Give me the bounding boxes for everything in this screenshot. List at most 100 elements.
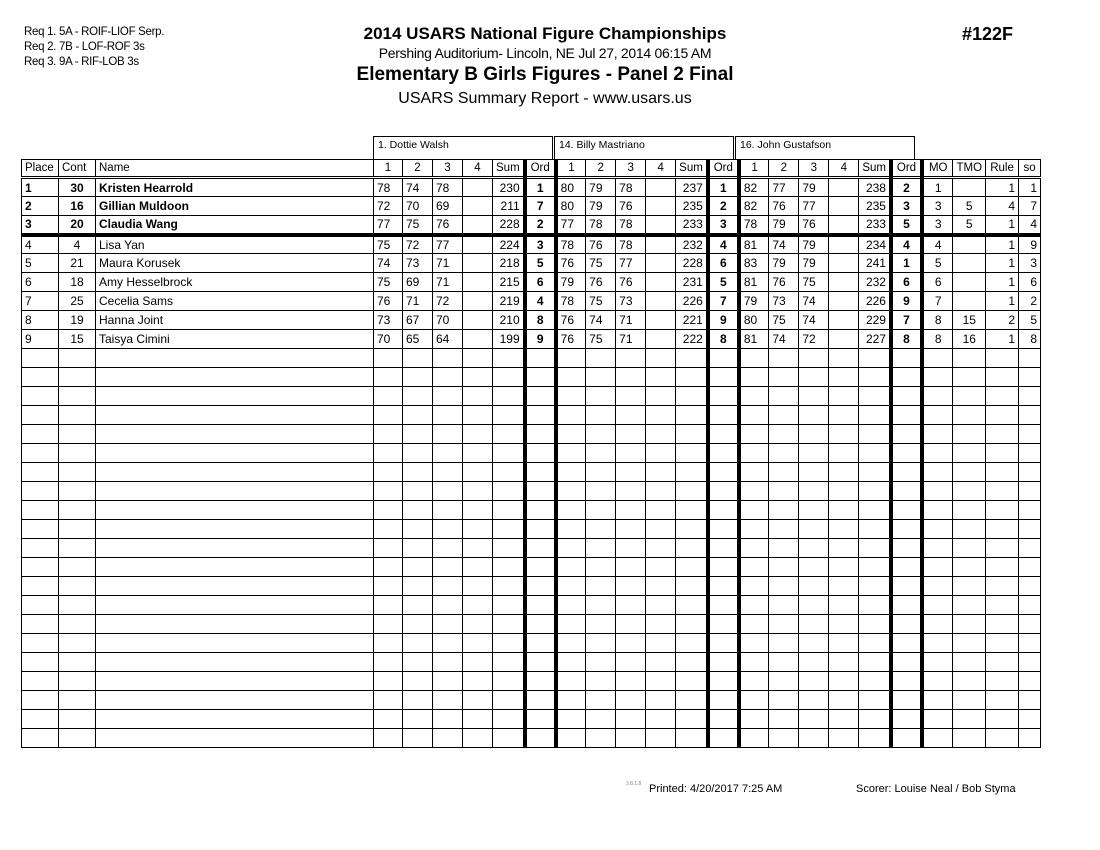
sum-cell: [491, 367, 527, 387]
ord-cell: 9: [524, 329, 558, 349]
score-cell: [585, 405, 617, 425]
score-cell: [585, 367, 617, 387]
ord-cell: [524, 671, 558, 691]
score-cell: 76: [585, 272, 617, 292]
ord-cell: [707, 557, 741, 577]
score-cell: [432, 709, 463, 729]
rule-cell: [985, 500, 1020, 520]
score-cell: [555, 405, 587, 425]
cont-cell: 20: [58, 215, 96, 237]
cont-cell: [58, 614, 96, 634]
so-cell: [1018, 728, 1042, 748]
header-judge1-col5: Ord: [524, 159, 558, 179]
sum-cell: 219: [491, 291, 527, 311]
name-cell: [95, 690, 374, 710]
ord-cell: [524, 481, 558, 501]
score-cell: [615, 405, 647, 425]
so-cell: 7: [1018, 196, 1042, 216]
ord-cell: 8: [707, 329, 741, 349]
score-cell: [555, 462, 587, 482]
cont-cell: 4: [58, 234, 96, 254]
ord-cell: 4: [890, 234, 924, 254]
ord-cell: [524, 424, 558, 444]
score-cell: 65: [402, 329, 433, 349]
sum-cell: [491, 690, 527, 710]
rule-cell: 1: [985, 234, 1020, 254]
score-cell: [645, 576, 677, 596]
tmo-cell: [952, 177, 987, 197]
tmo-cell: [952, 443, 987, 463]
sum-cell: 235: [675, 196, 710, 216]
place-cell: [21, 671, 59, 691]
rule-cell: [985, 481, 1020, 501]
score-cell: [555, 595, 587, 615]
so-cell: [1018, 709, 1042, 729]
name-cell: Hanna Joint: [95, 310, 374, 330]
judge-headers: 1. Dottie Walsh 14. Billy Mastriano 16. …: [373, 136, 916, 160]
ord-cell: [707, 728, 741, 748]
name-cell: [95, 633, 374, 653]
score-cell: [432, 462, 463, 482]
score-cell: [738, 367, 770, 387]
score-cell: 79: [798, 177, 830, 197]
score-cell: [738, 633, 770, 653]
score-cell: [798, 614, 830, 634]
score-cell: [373, 557, 403, 577]
ord-cell: 7: [707, 291, 741, 311]
score-cell: 79: [585, 177, 617, 197]
sum-cell: 238: [858, 177, 893, 197]
score-cell: [462, 367, 493, 387]
sum-cell: [675, 728, 710, 748]
name-cell: Lisa Yan: [95, 234, 374, 254]
sum-cell: 233: [675, 215, 710, 237]
sum-cell: [675, 386, 710, 406]
ord-cell: [707, 462, 741, 482]
score-cell: 78: [555, 291, 587, 311]
score-cell: [462, 671, 493, 691]
sum-cell: 237: [675, 177, 710, 197]
name-cell: [95, 462, 374, 482]
score-cell: 79: [738, 291, 770, 311]
so-cell: [1018, 538, 1042, 558]
ord-cell: 6: [890, 272, 924, 292]
name-cell: [95, 405, 374, 425]
sum-cell: 232: [858, 272, 893, 292]
place-cell: [21, 538, 59, 558]
ord-cell: [524, 405, 558, 425]
tmo-cell: [952, 348, 987, 368]
score-cell: [615, 576, 647, 596]
so-cell: [1018, 671, 1042, 691]
score-cell: 78: [615, 177, 647, 197]
sum-cell: 228: [675, 253, 710, 273]
header-tmo: TMO: [952, 159, 987, 179]
score-cell: [585, 614, 617, 634]
sum-cell: [491, 462, 527, 482]
score-cell: [828, 557, 860, 577]
mo-cell: [921, 443, 954, 463]
score-cell: [798, 481, 830, 501]
place-cell: [21, 690, 59, 710]
mo-cell: [921, 424, 954, 444]
rule-cell: 1: [985, 215, 1020, 237]
empty-row: [21, 519, 1042, 539]
score-cell: [798, 443, 830, 463]
rule-cell: 1: [985, 253, 1020, 273]
tmo-cell: [952, 481, 987, 501]
score-cell: [555, 633, 587, 653]
ord-cell: [524, 462, 558, 482]
score-cell: 81: [738, 329, 770, 349]
score-cell: [373, 519, 403, 539]
ord-cell: [707, 690, 741, 710]
rule-cell: [985, 348, 1020, 368]
score-cell: 75: [402, 215, 433, 237]
score-cell: [432, 728, 463, 748]
cont-cell: [58, 709, 96, 729]
ord-cell: [890, 671, 924, 691]
score-cell: [615, 500, 647, 520]
mo-cell: [921, 367, 954, 387]
score-cell: [402, 652, 433, 672]
mo-cell: [921, 652, 954, 672]
cont-cell: [58, 633, 96, 653]
score-cell: [645, 519, 677, 539]
header-judge3-col4: Sum: [858, 159, 893, 179]
